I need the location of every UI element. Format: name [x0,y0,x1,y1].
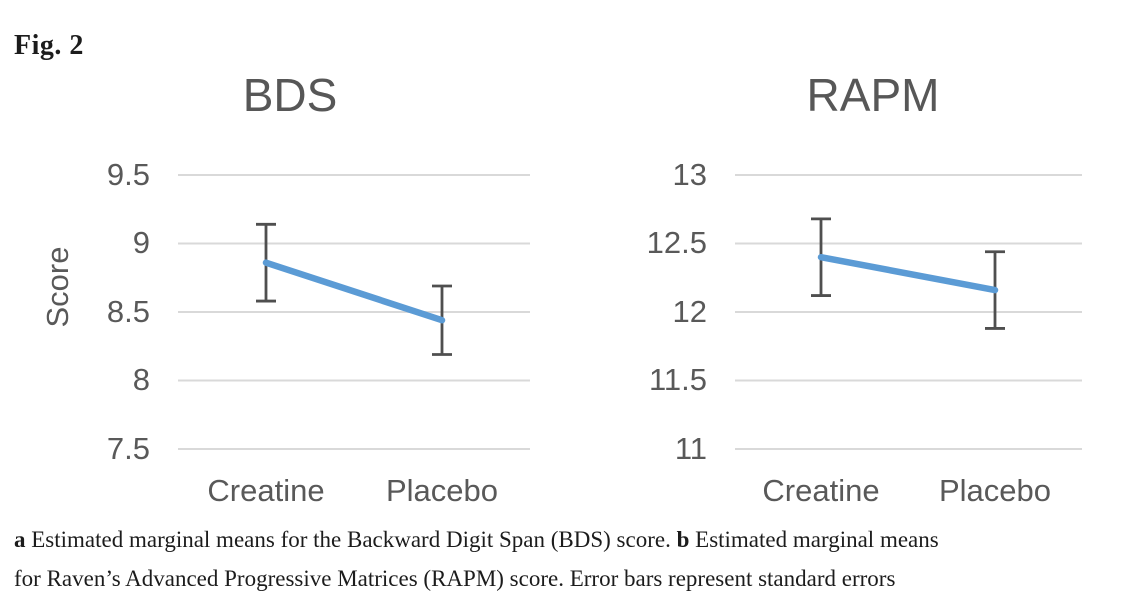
bds-ytick-9: 9 [132,225,150,260]
bds-y-axis-title: Score [40,246,75,328]
caption-line-2: for Raven’s Advanced Progressive Matrice… [14,566,896,591]
caption-panel-a-label: a [14,527,26,552]
rapm-ytick-12: 12 [672,294,707,329]
bds-category-placebo: Placebo [385,473,499,508]
data-line [262,259,446,324]
bds-ytick-8p5: 8.5 [106,294,150,329]
bds-ytick-8: 8 [132,362,150,397]
chart-bds-plot [178,174,530,450]
bds-ytick-9p5: 9.5 [106,157,150,192]
chart-bds-title: BDS [242,69,338,121]
bds-ytick-7p5: 7.5 [106,431,150,466]
rapm-ytick-12p5: 12.5 [646,225,707,260]
data-line [817,253,999,294]
rapm-category-placebo: Placebo [938,473,1052,508]
caption-panel-b-text: Estimated marginal means [689,527,939,552]
rapm-ytick-11: 11 [674,431,707,466]
chart-rapm-plot [735,174,1082,450]
figure-label: Fig. 2 [14,30,84,61]
chart-rapm-title: RAPM [806,69,940,121]
figure-caption: a Estimated marginal means for the Backw… [14,520,1122,598]
caption-panel-a-text: Estimated marginal means for the Backwar… [25,527,677,552]
caption-panel-b-label: b [676,527,690,552]
rapm-ytick-11p5: 11.5 [648,362,707,397]
rapm-category-creatine: Creatine [762,473,880,508]
rapm-ytick-13: 13 [672,157,707,192]
bds-category-creatine: Creatine [207,473,325,508]
charts-canvas [178,174,1082,450]
